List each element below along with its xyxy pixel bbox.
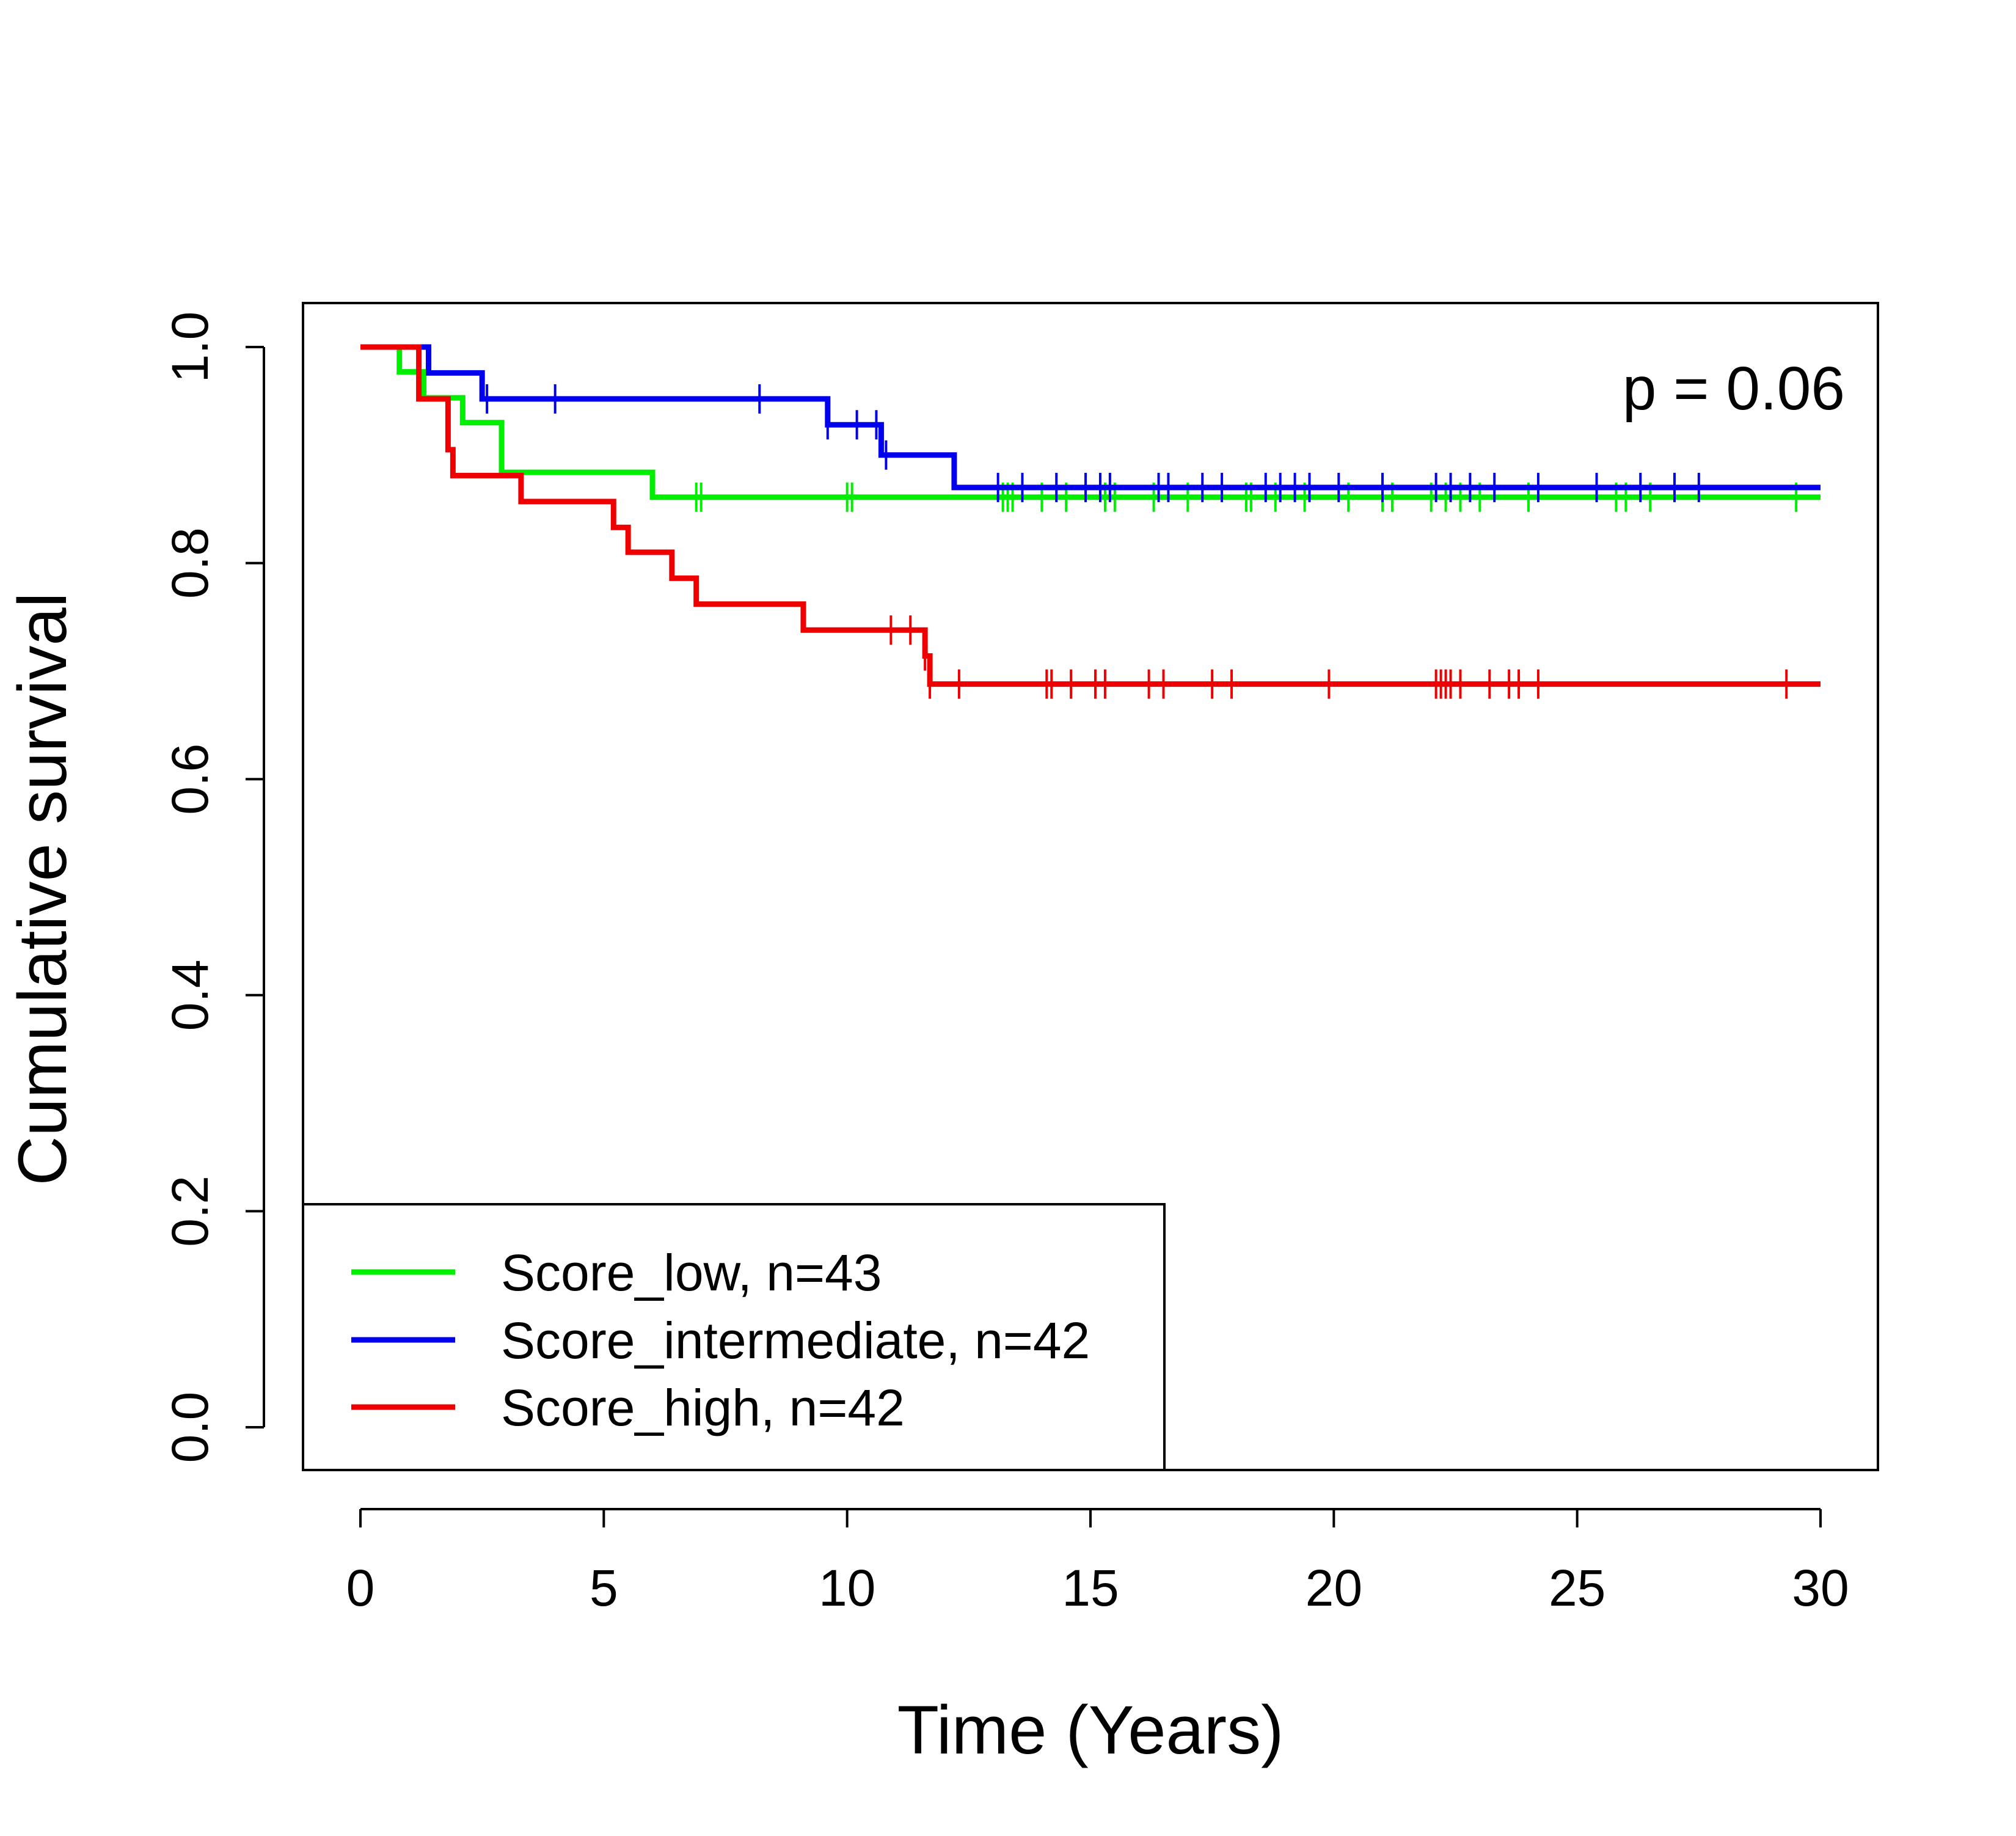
x-axis: 0 5 10 15 20 25 30 [346, 1508, 1849, 1617]
series-intermediate [360, 344, 1821, 502]
y-tick-label: 0.2 [161, 1176, 219, 1247]
survival-curve-low [360, 344, 1821, 500]
legend-label-low: Score_low, n=43 [501, 1244, 882, 1301]
survival-curve-high [360, 344, 1821, 687]
y-axis-title: Cumulative survival [4, 593, 81, 1186]
legend-label-intermediate: Score_intermediate, n=42 [501, 1312, 1090, 1369]
legend-label-high: Score_high, n=42 [501, 1379, 905, 1436]
y-axis: 0.0 0.2 0.4 0.6 0.8 1.0 [161, 312, 265, 1463]
x-tick-label: 30 [1792, 1559, 1849, 1617]
x-tick-label: 0 [346, 1559, 375, 1617]
series-layer [360, 344, 1821, 699]
y-tick-label: 1.0 [161, 312, 219, 383]
x-tick-label: 20 [1306, 1559, 1362, 1617]
legend: Score_low, n=43 Score_intermediate, n=42 S… [302, 1203, 1166, 1471]
y-tick-label: 0.6 [161, 744, 219, 815]
x-axis-title: Time (Years) [897, 1692, 1284, 1768]
series-high [360, 344, 1821, 699]
y-tick-label: 0.0 [161, 1392, 219, 1463]
x-tick-label: 25 [1549, 1559, 1605, 1617]
x-tick-label: 15 [1062, 1559, 1119, 1617]
x-tick-label: 5 [590, 1559, 618, 1617]
x-tick-label: 10 [819, 1559, 875, 1617]
y-tick-label: 0.8 [161, 527, 219, 599]
p-value-annotation: p = 0.06 [1623, 354, 1845, 423]
survival-curve-intermediate [360, 344, 1821, 491]
y-tick-label: 0.4 [161, 959, 219, 1031]
